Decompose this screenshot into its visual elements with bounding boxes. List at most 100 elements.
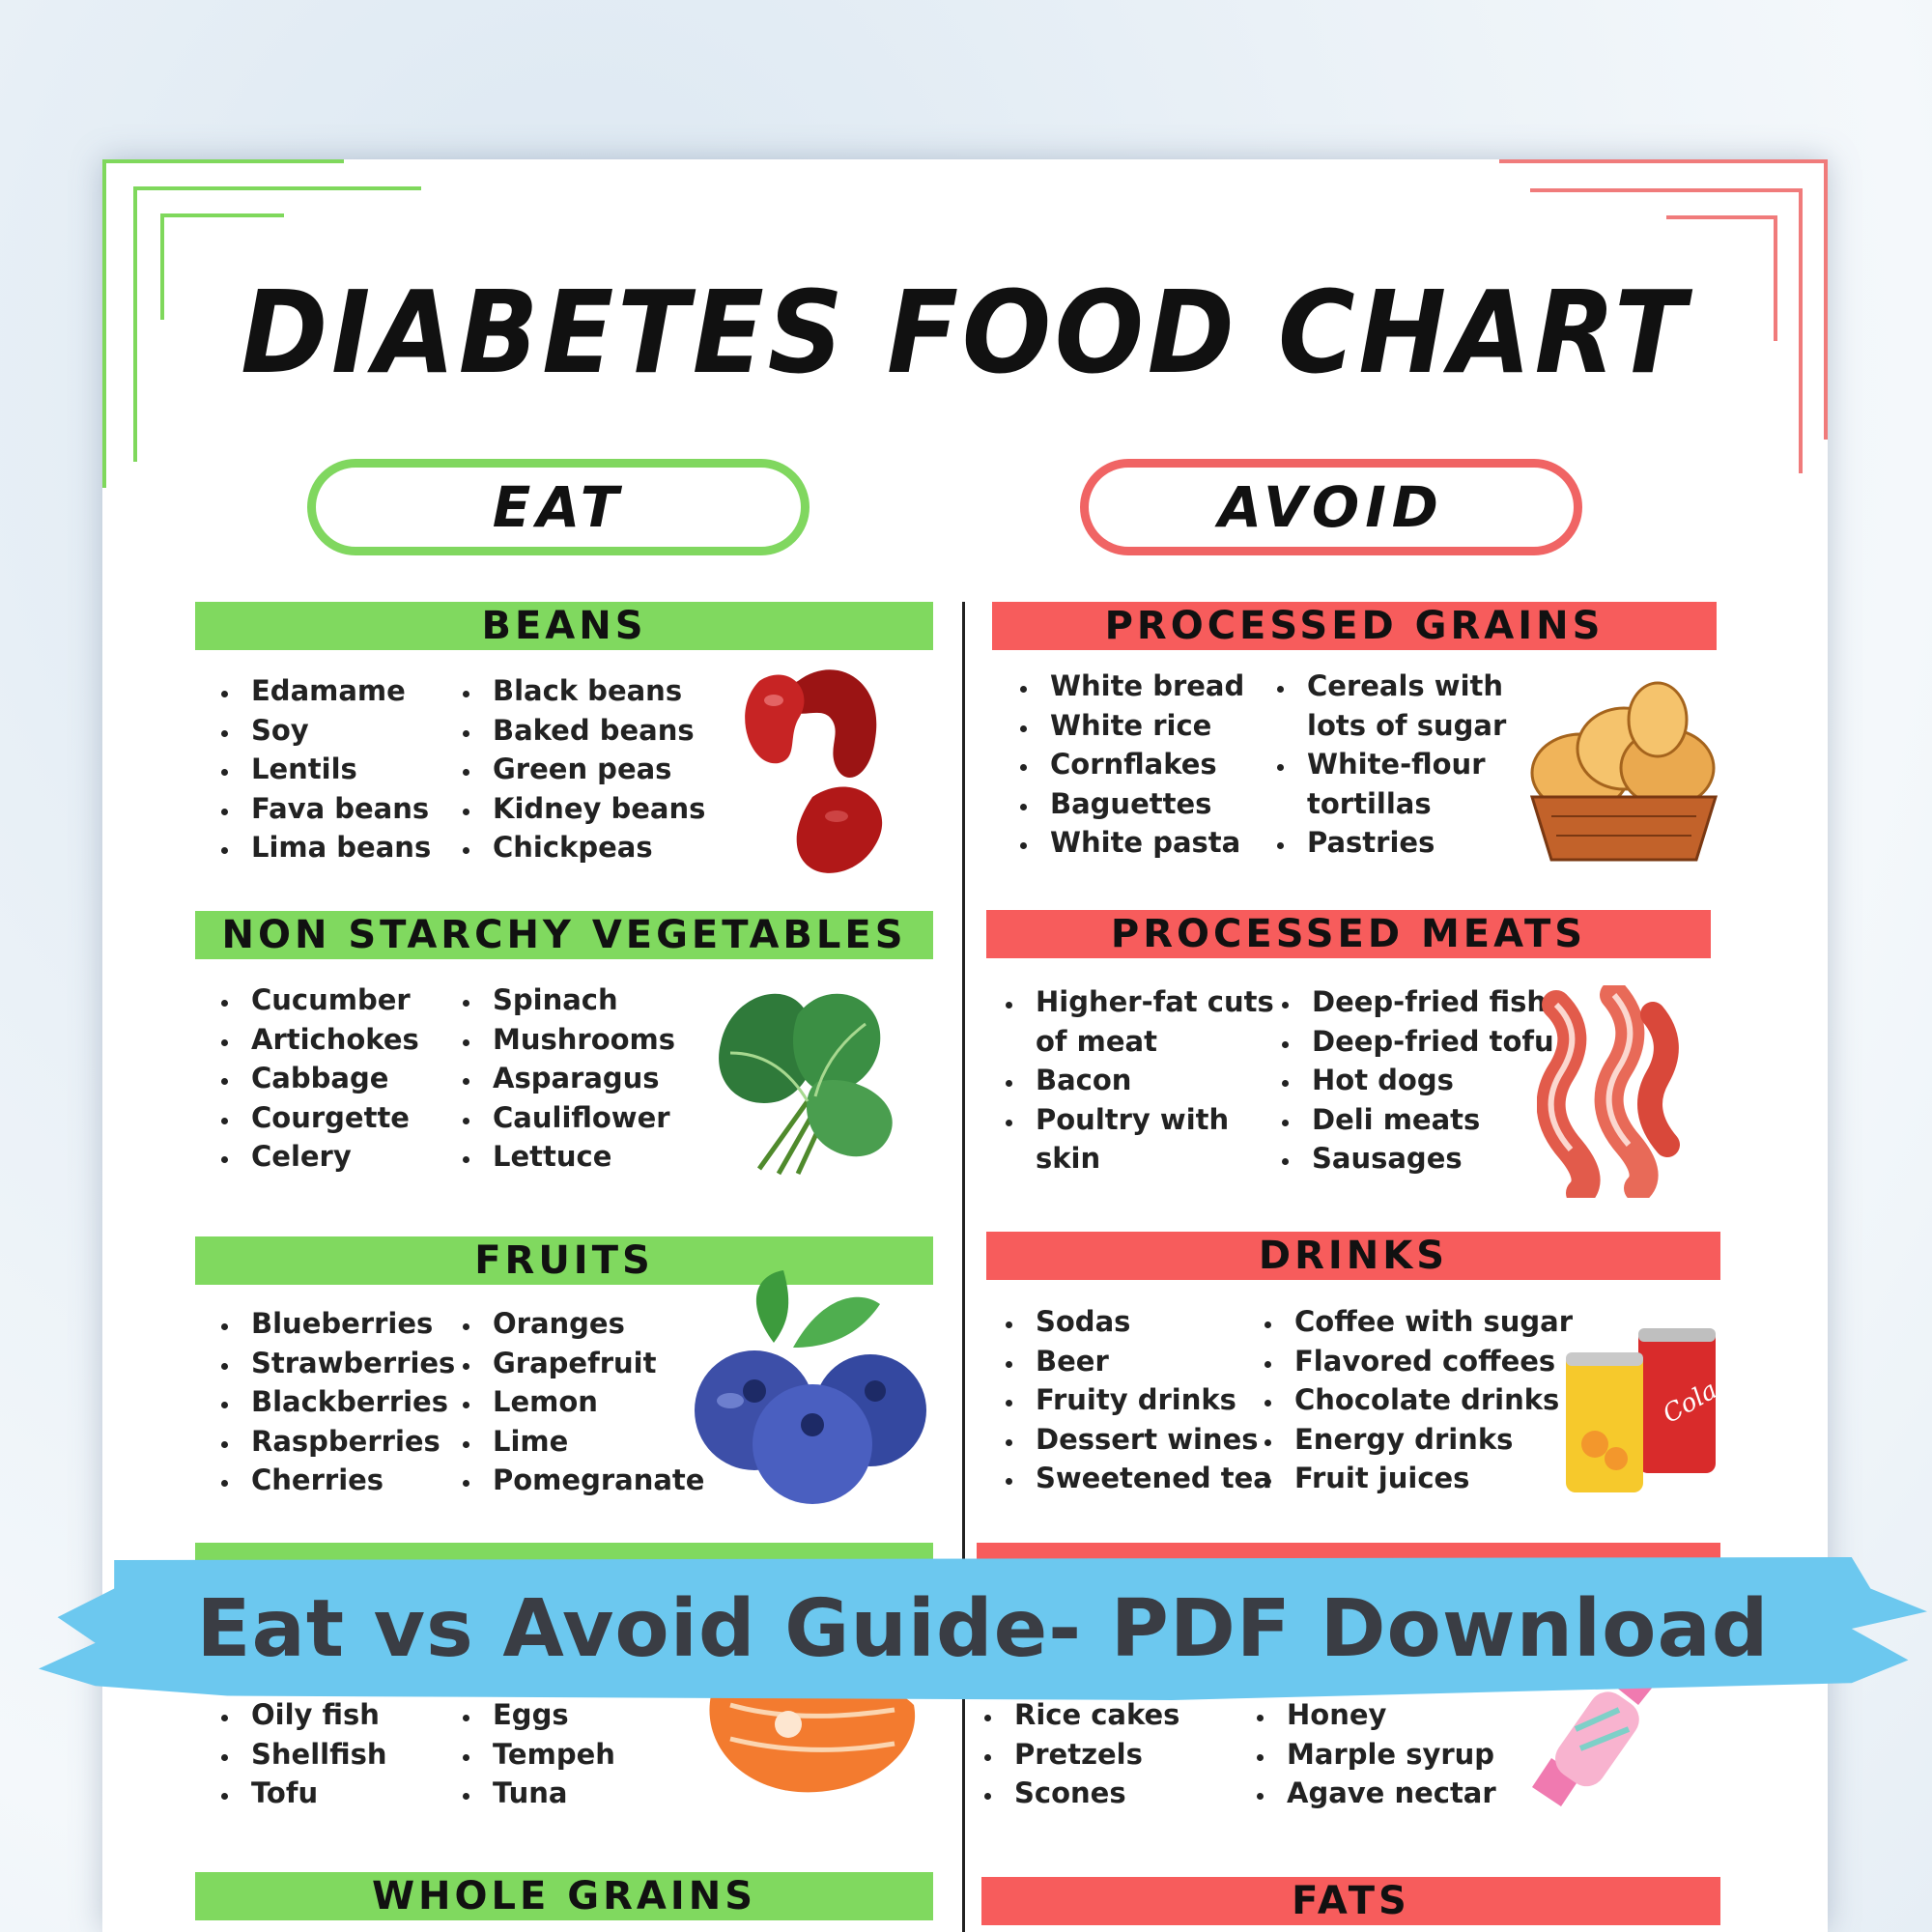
- list-item: Rice cakes: [1005, 1695, 1179, 1735]
- processed-grains-heading: PROCESSED GRAINS: [992, 602, 1717, 650]
- list-item: Courgette: [242, 1098, 419, 1138]
- list-item: Eggs: [483, 1695, 615, 1735]
- list-item: White rice: [1040, 706, 1244, 746]
- list-item: Sausages: [1302, 1139, 1554, 1179]
- blueberries-icon: [695, 1270, 926, 1504]
- food-chart-page: DIABETES FOOD CHART EAT AVOID BEANS Edam…: [102, 159, 1828, 1932]
- drinks-list-2: Coffee with sugar Flavored coffees Choco…: [1252, 1302, 1573, 1498]
- corner-frame-left-outer-h: [102, 159, 344, 163]
- vegetables-list-2: Spinach Mushrooms Asparagus Cauliflower …: [450, 980, 675, 1177]
- list-item: Green peas: [483, 750, 705, 789]
- list-item: tortillas: [1307, 786, 1432, 820]
- list-item: Soy: [242, 711, 431, 751]
- list-item: Deep-fried fish: [1302, 982, 1554, 1022]
- list-item: White bread: [1040, 667, 1244, 706]
- corner-frame-right-outer-h: [1499, 159, 1828, 163]
- list-item: Lime: [483, 1422, 704, 1462]
- list-item: Chickpeas: [483, 828, 705, 867]
- list-item: Flavored coffees: [1285, 1342, 1573, 1381]
- processed-meats-list-2: Deep-fried fish Deep-fried tofu Hot dogs…: [1269, 982, 1554, 1179]
- list-item: Chocolate drinks: [1285, 1380, 1573, 1420]
- list-item: Pomegranate: [483, 1461, 704, 1500]
- whole-grains-heading: WHOLE GRAINS: [195, 1872, 933, 1920]
- fats-heading: FATS: [981, 1877, 1720, 1925]
- list-item: Fruity drinks: [1026, 1380, 1272, 1420]
- bacon-icon: [1537, 985, 1680, 1198]
- download-banner-text: Eat vs Avoid Guide- PDF Download: [196, 1582, 1770, 1675]
- proteins-list-2: Eggs Tempeh Tuna: [450, 1695, 615, 1813]
- list-item: Higher-fat cuts: [1026, 982, 1274, 1022]
- list-item: Raspberries: [242, 1422, 455, 1462]
- list-item: Cabbage: [242, 1059, 419, 1098]
- list-item: Hot dogs: [1302, 1061, 1554, 1100]
- list-item: Strawberries: [242, 1344, 455, 1383]
- list-item: Beer: [1026, 1342, 1272, 1381]
- column-divider: [962, 602, 965, 1932]
- vegetables-list-1: Cucumber Artichokes Cabbage Courgette Ce…: [209, 980, 419, 1177]
- list-item: Scones: [1005, 1774, 1179, 1813]
- fruits-heading: FRUITS: [195, 1236, 933, 1285]
- beans-heading: BEANS: [195, 602, 933, 650]
- processed-grains-list-2: Cereals with lots of sugar White-flour t…: [1264, 667, 1506, 863]
- list-item: Sweetened tea: [1026, 1459, 1272, 1498]
- list-item: Tofu: [242, 1774, 386, 1813]
- fruits-list-1: Blueberries Strawberries Blackberries Ra…: [209, 1304, 455, 1500]
- list-item: Artichokes: [242, 1020, 419, 1060]
- list-item: Dessert wines: [1026, 1420, 1272, 1460]
- list-item: Pretzels: [1005, 1735, 1179, 1775]
- list-item: Cherries: [242, 1461, 455, 1500]
- page-title: DIABETES FOOD CHART: [241, 266, 1690, 399]
- beans-list-2: Black beans Baked beans Green peas Kidne…: [450, 671, 705, 867]
- corner-frame-right-inner-h: [1666, 215, 1777, 219]
- list-item: Oranges: [483, 1304, 704, 1344]
- drinks-list-1: Sodas Beer Fruity drinks Dessert wines S…: [993, 1302, 1272, 1498]
- list-item: Cauliflower: [483, 1098, 675, 1138]
- list-item: Lemon: [483, 1382, 704, 1422]
- corner-frame-left-outer-v: [102, 159, 106, 488]
- list-item: Fava beans: [242, 789, 431, 829]
- corner-frame-left-inner-h: [160, 213, 284, 217]
- list-item: Pastries: [1297, 823, 1506, 863]
- list-item: Grapefruit: [483, 1344, 704, 1383]
- list-item: Agave nectar: [1277, 1774, 1496, 1813]
- kidney-beans-icon: [745, 669, 883, 873]
- list-item: White pasta: [1040, 823, 1244, 863]
- list-item: Lentils: [242, 750, 431, 789]
- corner-frame-right-outer-v: [1824, 159, 1828, 440]
- list-item: Black beans: [483, 671, 705, 711]
- list-item: Deep-fried tofu: [1302, 1022, 1554, 1062]
- eat-label: EAT: [307, 459, 810, 555]
- proteins-list-1: Oily fish Shellfish Tofu: [209, 1695, 386, 1813]
- list-item: Cereals with: [1297, 667, 1506, 706]
- drinks-heading: DRINKS: [986, 1232, 1720, 1280]
- desserts-list-1: Rice cakes Pretzels Scones: [972, 1695, 1179, 1813]
- list-item: Edamame: [242, 671, 431, 711]
- beans-list-1: Edamame Soy Lentils Fava beans Lima bean…: [209, 671, 431, 867]
- processed-meats-list-1: Higher-fat cuts of meat Bacon Poultry wi…: [993, 982, 1274, 1179]
- salmon-icon: [709, 1674, 916, 1793]
- list-item: Lettuce: [483, 1137, 675, 1177]
- bread-basket-icon: [1529, 681, 1719, 862]
- corner-frame-left-inner-v: [160, 213, 164, 320]
- list-item: Asparagus: [483, 1059, 675, 1098]
- list-item: Fruit juices: [1285, 1459, 1573, 1498]
- vegetables-heading: NON STARCHY VEGETABLES: [195, 911, 933, 959]
- download-banner: [39, 1557, 1927, 1700]
- list-item: lots of sugar: [1307, 708, 1507, 742]
- corner-frame-right-mid-h: [1530, 188, 1803, 192]
- list-item: Kidney beans: [483, 789, 705, 829]
- desserts-list-2: Honey Marple syrup Agave nectar: [1244, 1695, 1496, 1813]
- processed-meats-heading: PROCESSED MEATS: [986, 910, 1711, 958]
- list-item: Marple syrup: [1277, 1735, 1496, 1775]
- corner-frame-left-mid-v: [133, 186, 137, 462]
- list-item: Sodas: [1026, 1302, 1272, 1342]
- list-item: Blueberries: [242, 1304, 455, 1344]
- list-item: Baguettes: [1040, 784, 1244, 824]
- list-item: Deli meats: [1302, 1100, 1554, 1140]
- list-item: Shellfish: [242, 1735, 386, 1775]
- list-item: Baked beans: [483, 711, 705, 751]
- list-item: Poultry with: [1026, 1100, 1274, 1140]
- list-item: Tuna: [483, 1774, 615, 1813]
- list-item: skin: [1036, 1142, 1101, 1175]
- soda-cans-icon: Cola: [1566, 1328, 1722, 1492]
